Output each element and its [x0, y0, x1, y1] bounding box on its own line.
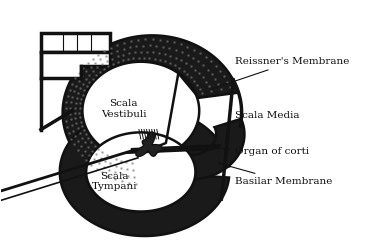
Text: Organ of corti: Organ of corti: [223, 147, 309, 156]
Polygon shape: [41, 34, 110, 52]
Text: Scala
Tympani: Scala Tympani: [92, 172, 137, 191]
Polygon shape: [60, 108, 229, 236]
Polygon shape: [136, 132, 162, 156]
Polygon shape: [86, 132, 196, 211]
Polygon shape: [63, 35, 239, 190]
Text: Basilar Membrane: Basilar Membrane: [219, 163, 332, 186]
Text: Scala
Vestibuli: Scala Vestibuli: [101, 99, 147, 119]
Polygon shape: [41, 52, 110, 78]
Text: Scala Media: Scala Media: [213, 111, 299, 127]
Text: Reissner's Membrane: Reissner's Membrane: [211, 57, 349, 89]
Polygon shape: [82, 62, 199, 160]
Polygon shape: [135, 119, 244, 180]
